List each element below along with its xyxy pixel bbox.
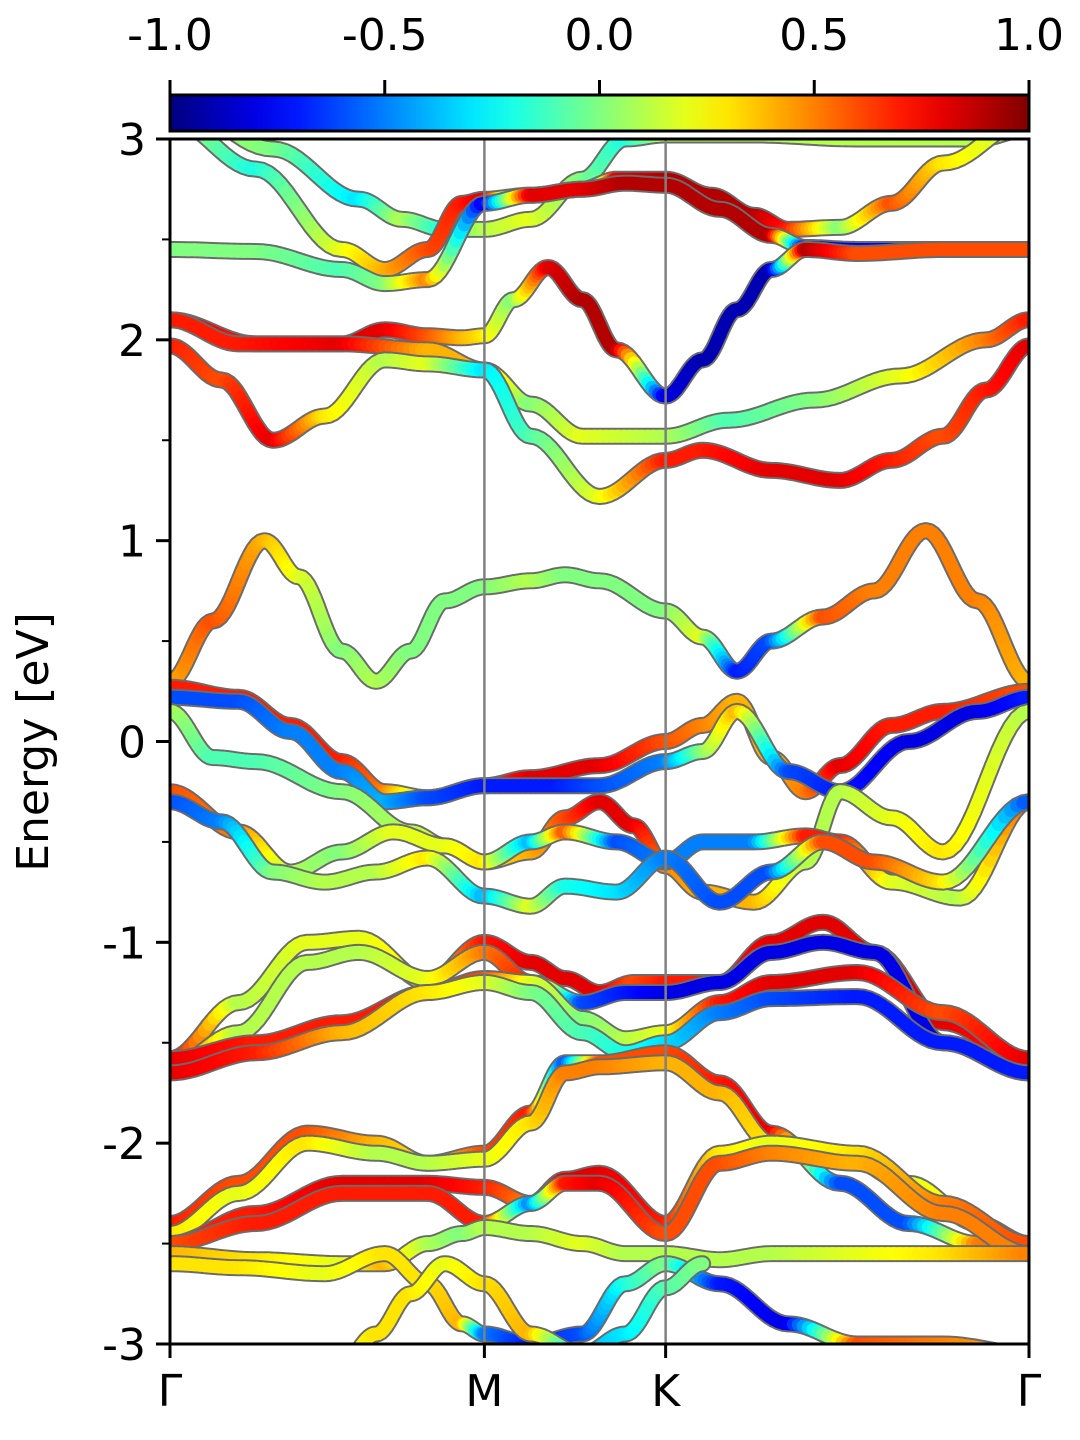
band-segment — [354, 1342, 364, 1344]
band-segment — [1005, 1352, 1011, 1353]
colorbar-gradient — [168, 93, 1031, 133]
colorbar-tick-label: 0.5 — [779, 10, 849, 61]
band-segment — [354, 1352, 356, 1355]
band-12 — [170, 793, 1029, 915]
band-segment — [566, 1343, 570, 1344]
band-segment — [961, 1339, 980, 1344]
band-14 — [170, 933, 1029, 1082]
colorbar-tick-label: -1.0 — [127, 10, 213, 61]
band-segment — [792, 139, 812, 144]
colorbar-ticks: -1.0 -0.5 0.0 0.5 1.0 — [127, 10, 1064, 95]
x-tick-label: M — [465, 1366, 503, 1417]
band-segment — [352, 1356, 355, 1359]
band-segment — [559, 1341, 570, 1344]
band-segment — [575, 1353, 579, 1354]
band-22 — [170, 1245, 1017, 1354]
band-segment — [639, 139, 655, 144]
colorbar-tick-label: 0.0 — [565, 10, 635, 61]
band-segment — [1011, 1353, 1017, 1354]
y-tick-label: 3 — [118, 115, 146, 166]
high-symmetry-lines — [483, 139, 667, 1344]
band-6 — [170, 337, 1029, 505]
band-segment — [354, 1339, 368, 1344]
y-axis-label: Energy [eV] — [8, 612, 59, 872]
band-segment — [349, 1358, 351, 1360]
y-tick-label: 2 — [118, 316, 146, 367]
band-segment — [974, 1341, 991, 1344]
band-segment — [990, 1343, 995, 1344]
band-segment — [344, 1363, 346, 1364]
band-segment — [554, 1339, 569, 1344]
band-segment — [592, 1341, 603, 1344]
band-5 — [170, 311, 1029, 445]
band-segment — [593, 1343, 597, 1344]
x-tick-label: Γ — [1017, 1366, 1042, 1417]
band-segment — [347, 1361, 350, 1363]
colorbar-tick-label: 1.0 — [994, 10, 1064, 61]
band-segment — [994, 139, 1008, 142]
band-segment — [998, 1351, 1004, 1352]
band-segment — [981, 1342, 995, 1344]
y-tick-label: 0 — [118, 718, 146, 769]
x-tick-label: Γ — [158, 1366, 183, 1417]
band-segment — [967, 1340, 986, 1344]
y-tick-label: -3 — [102, 1320, 146, 1371]
band-7 — [170, 522, 1029, 690]
bands — [170, 139, 1029, 1364]
x-tick-label: K — [651, 1366, 681, 1417]
y-axis: -3 -2 -1 0 1 2 3 — [102, 115, 170, 1371]
band-9 — [170, 688, 1029, 811]
band-segment — [589, 1352, 592, 1353]
plot-area: -3 -2 -1 0 1 2 3 Γ M K Γ — [102, 115, 1042, 1417]
band-segment — [986, 139, 1002, 144]
band-segment — [592, 1339, 607, 1344]
y-tick-label: -1 — [102, 918, 146, 969]
colorbar-tick-label: -0.5 — [342, 10, 428, 61]
colorbar: -1.0 -0.5 0.0 0.5 1.0 — [127, 10, 1064, 133]
band-segment — [585, 1353, 588, 1354]
band-segment — [990, 139, 1005, 143]
band-segment — [571, 1352, 575, 1353]
y-tick-label: -2 — [102, 1119, 146, 1170]
y-tick-label: 1 — [118, 517, 146, 568]
band-segment — [999, 139, 1010, 141]
